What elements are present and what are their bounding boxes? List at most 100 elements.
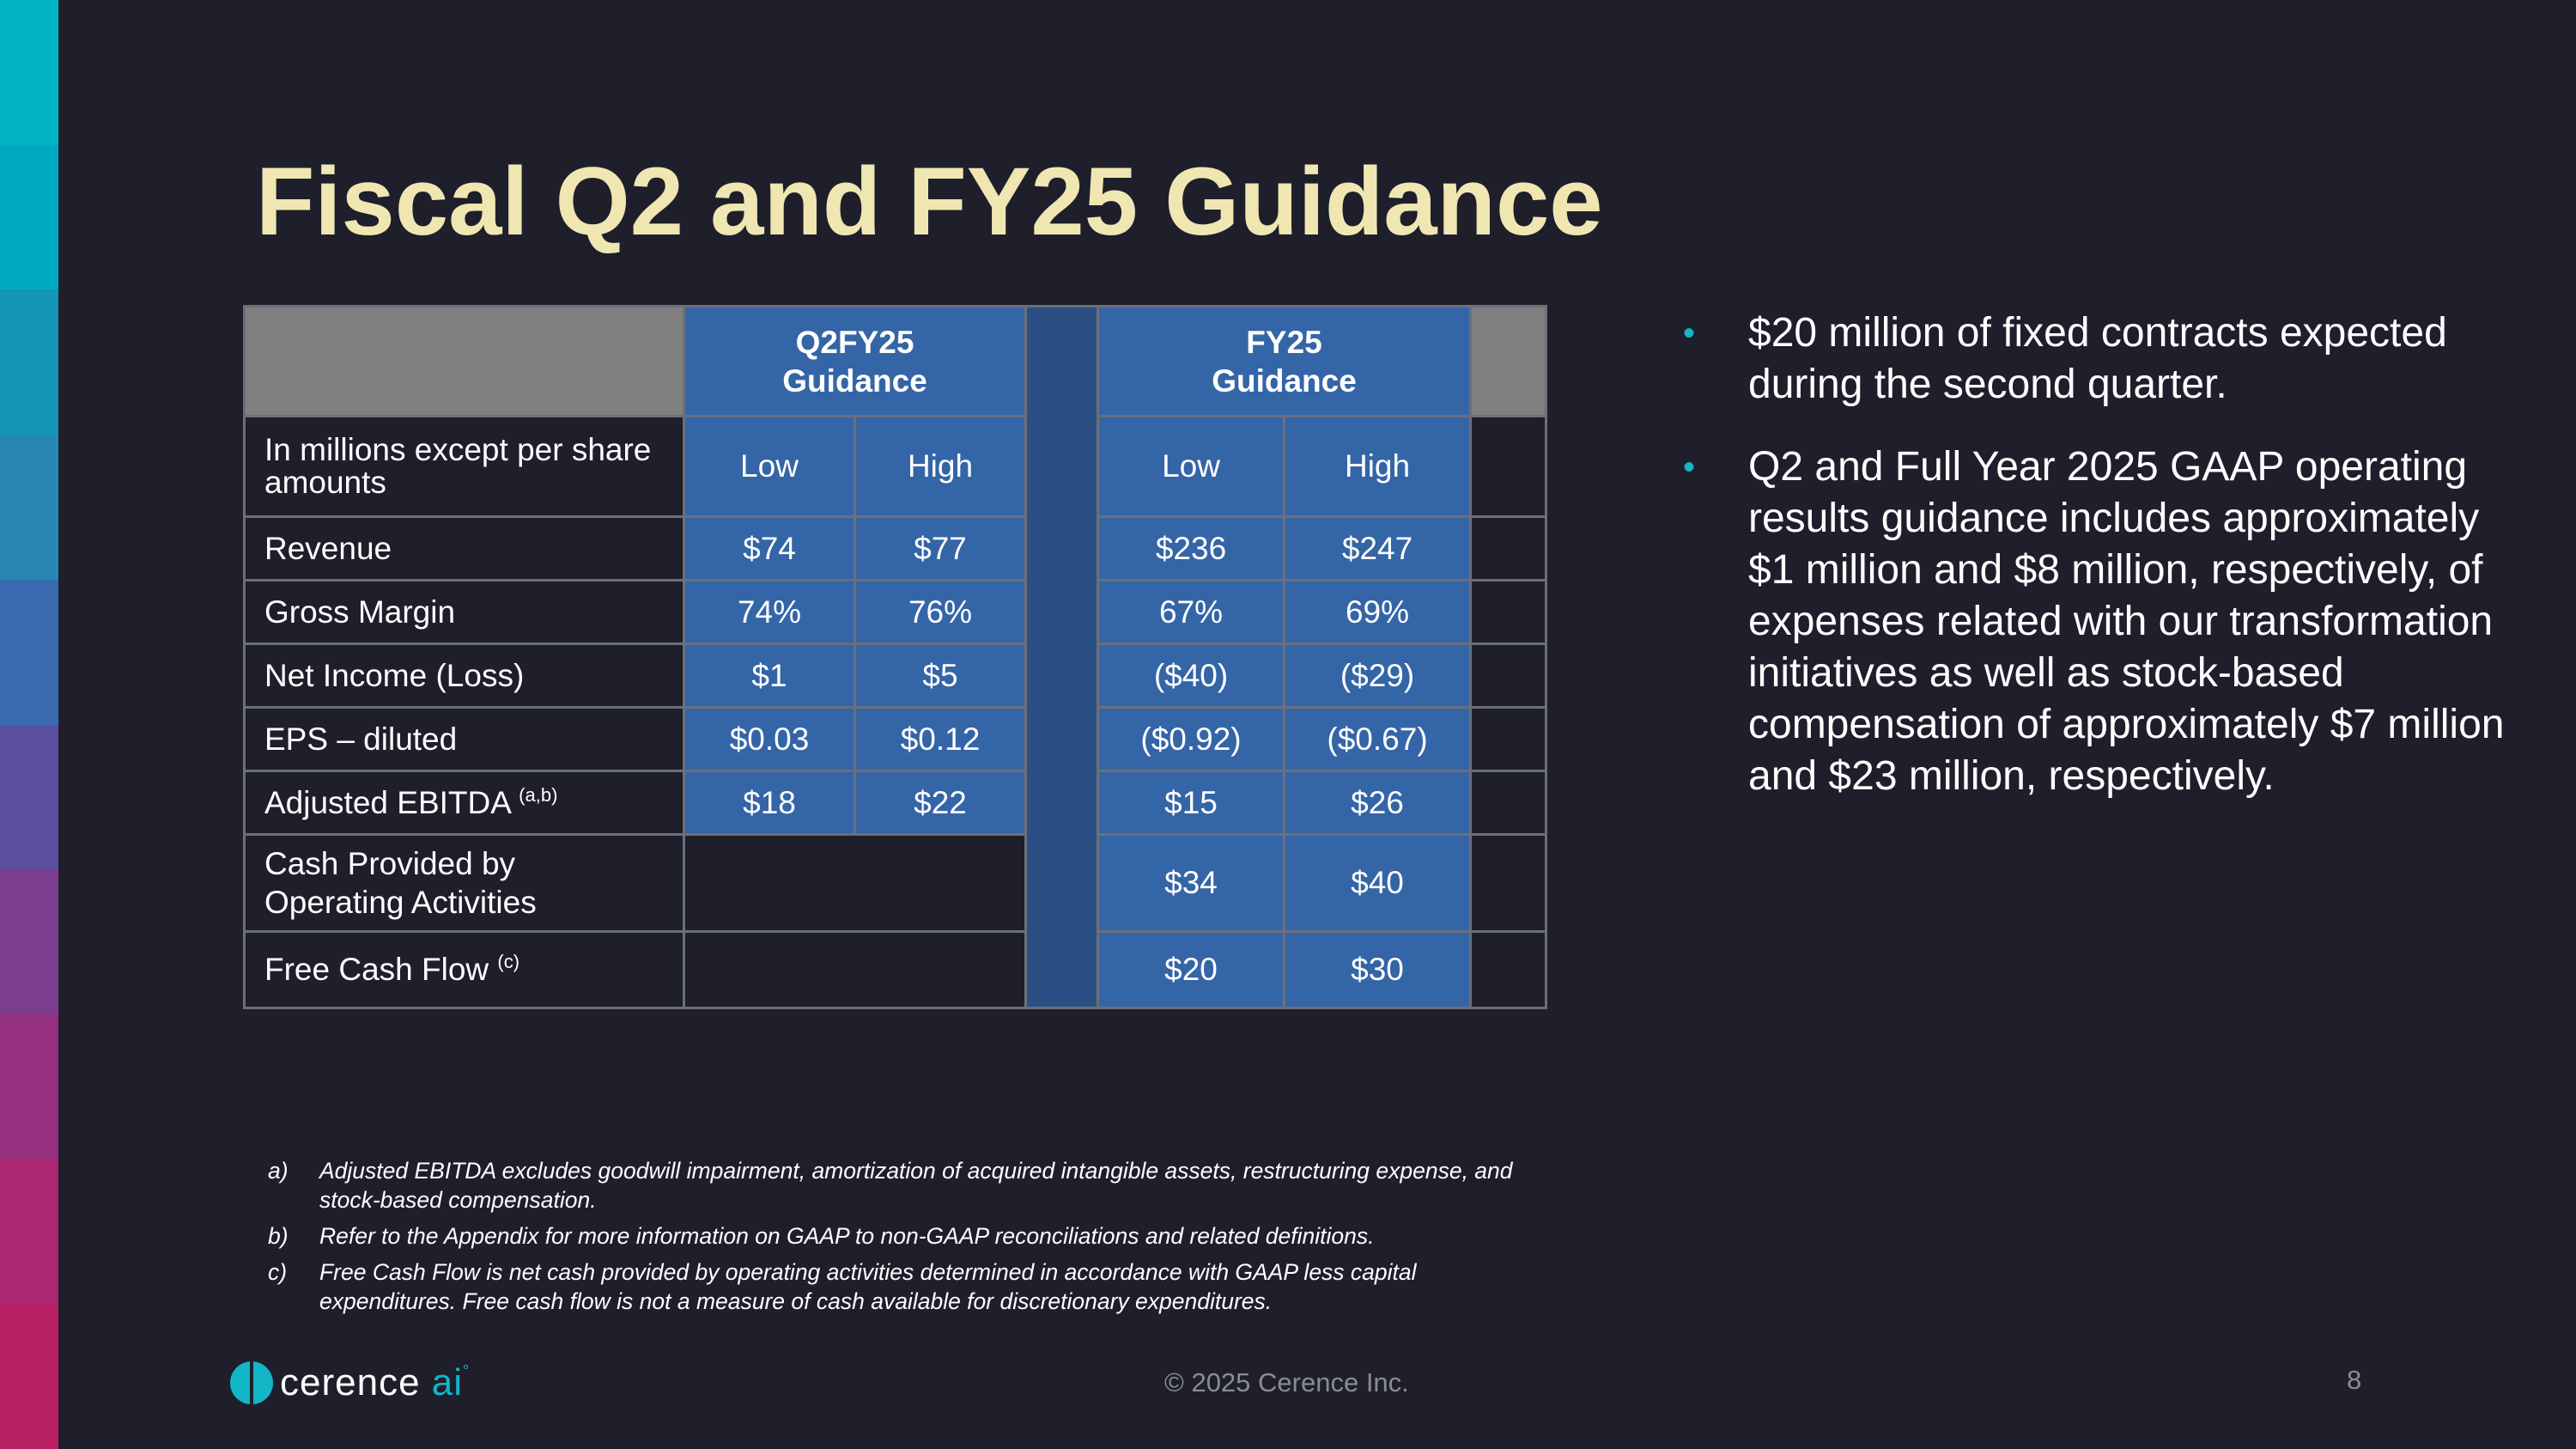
group-header-line2: Guidance: [1212, 362, 1357, 399]
row-label: Adjusted EBITDA (a,b): [243, 770, 685, 836]
units-label: In millions except per share amounts: [243, 415, 685, 518]
footnote-text: Adjusted EBITDA excludes goodwill impair…: [319, 1158, 1513, 1213]
table-row: Net Income (Loss) $1 $5 ($40) ($29): [243, 642, 1548, 709]
header-corner: [243, 305, 685, 417]
row-label-text: Gross Margin: [264, 594, 456, 630]
table-row: Gross Margin 74% 76% 67% 69%: [243, 579, 1548, 645]
row-right-cap: [1469, 930, 1548, 1009]
header-right-cap: [1469, 305, 1548, 417]
table-row: EPS – diluted $0.03 $0.12 ($0.92) ($0.67…: [243, 706, 1548, 772]
cell-value: $1: [683, 642, 856, 709]
row-label-text: Cash Provided by Operating Activities: [264, 846, 537, 920]
cell-empty: [682, 833, 1028, 933]
row-label: Free Cash Flow (c): [243, 930, 685, 1009]
group-header-line1: Q2FY25: [795, 324, 914, 360]
footnote-letter: b): [268, 1223, 289, 1249]
cell-value: ($29): [1283, 642, 1473, 709]
footnote-item: b) Refer to the Appendix for more informa…: [268, 1221, 1530, 1251]
footnote-letter: c): [268, 1259, 288, 1285]
bullet-text: $20 million of fixed contracts expected …: [1748, 310, 2447, 407]
cell-value: $22: [853, 770, 1028, 836]
table-row: Adjusted EBITDA (a,b) $18 $22 $15 $26: [243, 770, 1548, 836]
stripe-segment: [0, 869, 58, 1014]
row-label-text: Revenue: [264, 530, 392, 566]
cell-value: ($40): [1097, 642, 1286, 709]
cell-value: 67%: [1097, 579, 1286, 645]
row-right-cap: [1469, 415, 1548, 518]
row-label-text: Free Cash Flow: [264, 952, 489, 987]
bullet-dot-icon: •: [1683, 314, 1696, 352]
footnote-ref: (a,b): [519, 783, 558, 806]
col-label: Low: [683, 415, 856, 518]
fy25-group-header: FY25 Guidance: [1097, 305, 1473, 417]
cell-value: $5: [853, 642, 1028, 709]
copyright: © 2025 Cerence Inc.: [1164, 1367, 1409, 1397]
footnote-text: Refer to the Appendix for more informati…: [319, 1223, 1375, 1249]
page-number: 8: [2347, 1365, 2362, 1395]
row-right-cap: [1469, 515, 1548, 581]
cell-value: $34: [1097, 833, 1286, 933]
footnote-letter: a): [268, 1158, 289, 1184]
cell-value: ($0.92): [1097, 706, 1286, 772]
row-label-text: Adjusted EBITDA: [264, 784, 510, 820]
cell-value: $77: [853, 515, 1028, 581]
table-row: Free Cash Flow (c) $20 $30: [243, 930, 1548, 1009]
row-right-cap: [1469, 579, 1548, 645]
logo-degree: °: [463, 1362, 471, 1379]
cell-value: $236: [1097, 515, 1286, 581]
col-label: Low: [1097, 415, 1286, 518]
stripe-segment: [0, 289, 58, 435]
stripe-segment: [0, 724, 58, 870]
footnote-item: a) Adjusted EBITDA excludes goodwill impa…: [268, 1156, 1530, 1215]
row-label-text: EPS – diluted: [264, 721, 458, 757]
row-label: Revenue: [243, 515, 685, 581]
row-right-cap: [1469, 833, 1548, 933]
bullet-text: Q2 and Full Year 2025 GAAP operating res…: [1748, 444, 2505, 799]
cell-value: $26: [1283, 770, 1473, 836]
stripe-segment: [0, 0, 58, 145]
row-label: Net Income (Loss): [243, 642, 685, 709]
col-label: High: [853, 415, 1028, 518]
row-right-cap: [1469, 770, 1548, 836]
cell-value: $0.12: [853, 706, 1028, 772]
cell-value: $74: [683, 515, 856, 581]
cell-value: ($0.67): [1283, 706, 1473, 772]
q2fy25-group-header: Q2FY25 Guidance: [682, 305, 1028, 417]
table-subheader-row: In millions except per share amounts Low…: [243, 415, 1548, 518]
row-label: Cash Provided by Operating Activities: [243, 833, 685, 933]
footnote-text: Free Cash Flow is net cash provided by o…: [319, 1259, 1417, 1314]
col-label: High: [1283, 415, 1473, 518]
cell-value: $247: [1283, 515, 1473, 581]
stripe-segment: [0, 1014, 58, 1160]
cell-value: $20: [1097, 930, 1286, 1009]
row-label-text: Net Income (Loss): [264, 657, 525, 693]
logo-ai: ai: [431, 1361, 464, 1403]
row-right-cap: [1469, 706, 1548, 772]
color-stripe: [0, 0, 58, 1449]
cerence-logo: cerence ai°: [230, 1361, 470, 1404]
page-title: Fiscal Q2 and FY25 Guidance: [256, 148, 1603, 255]
cell-value: 74%: [683, 579, 856, 645]
row-label: EPS – diluted: [243, 706, 685, 772]
bullet-dot-icon: •: [1683, 448, 1696, 486]
row-right-cap: [1469, 642, 1548, 709]
cell-value: $40: [1283, 833, 1473, 933]
cell-value: 69%: [1283, 579, 1473, 645]
row-label: Gross Margin: [243, 579, 685, 645]
group-header-line2: Guidance: [782, 362, 927, 399]
logo-mark-icon: [230, 1361, 273, 1404]
bullet-item: • $20 million of fixed contracts expected…: [1683, 307, 2533, 411]
logo-name: cerence: [280, 1361, 421, 1403]
table-header-row: Q2FY25 Guidance FY25 Guidance: [243, 305, 1548, 1009]
bullet-list: • $20 million of fixed contracts expected…: [1683, 307, 2533, 833]
bullet-item: • Q2 and Full Year 2025 GAAP operating re…: [1683, 441, 2533, 802]
footnotes: a) Adjusted EBITDA excludes goodwill impa…: [268, 1156, 1530, 1323]
table-row: Revenue $74 $77 $236 $247: [243, 515, 1548, 581]
stripe-segment: [0, 579, 58, 725]
cell-value: $18: [683, 770, 856, 836]
stripe-segment: [0, 1304, 58, 1449]
stripe-segment: [0, 144, 58, 290]
footnote-item: c) Free Cash Flow is net cash provided by…: [268, 1257, 1530, 1316]
table-row: Cash Provided by Operating Activities $3…: [243, 833, 1548, 933]
cell-value: 76%: [853, 579, 1028, 645]
